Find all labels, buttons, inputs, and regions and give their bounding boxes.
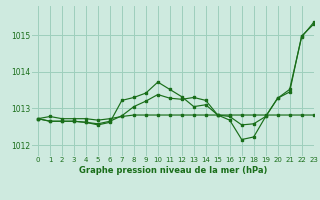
X-axis label: Graphe pression niveau de la mer (hPa): Graphe pression niveau de la mer (hPa) [79, 166, 267, 175]
